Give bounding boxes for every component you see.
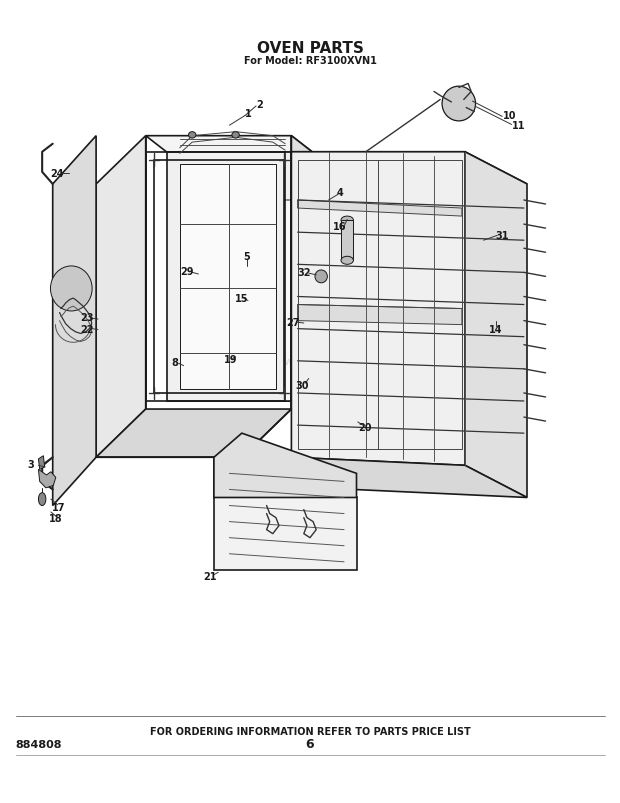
Text: 32: 32 <box>297 268 311 278</box>
Text: 14: 14 <box>489 324 503 334</box>
Text: 19: 19 <box>224 355 237 365</box>
Polygon shape <box>180 165 276 389</box>
Text: 22: 22 <box>80 324 94 334</box>
Ellipse shape <box>315 271 327 283</box>
Text: 24: 24 <box>50 169 64 178</box>
Text: 4: 4 <box>337 188 343 198</box>
Polygon shape <box>38 470 56 488</box>
Text: 3: 3 <box>28 459 34 469</box>
Polygon shape <box>341 221 353 261</box>
Polygon shape <box>146 137 353 185</box>
Polygon shape <box>291 153 465 466</box>
Ellipse shape <box>341 257 353 265</box>
Text: 20: 20 <box>358 422 371 432</box>
Polygon shape <box>167 153 291 402</box>
Ellipse shape <box>188 132 196 139</box>
Text: 15: 15 <box>235 294 249 304</box>
Polygon shape <box>465 153 527 498</box>
Polygon shape <box>298 201 462 217</box>
Polygon shape <box>214 434 356 498</box>
Polygon shape <box>167 153 285 402</box>
Polygon shape <box>38 456 45 470</box>
Text: replaceswiththeparts.com: replaceswiththeparts.com <box>237 357 383 366</box>
Ellipse shape <box>232 132 239 139</box>
Polygon shape <box>291 153 527 185</box>
Polygon shape <box>291 458 527 498</box>
Ellipse shape <box>50 267 92 312</box>
Text: 5: 5 <box>244 252 250 262</box>
Text: 8: 8 <box>171 358 179 368</box>
Text: 30: 30 <box>296 381 309 390</box>
Text: 10: 10 <box>503 111 516 120</box>
Ellipse shape <box>38 493 46 506</box>
Text: For Model: RF3100XVN1: For Model: RF3100XVN1 <box>244 56 376 66</box>
Ellipse shape <box>341 217 353 225</box>
Text: 29: 29 <box>180 267 194 276</box>
Text: 2: 2 <box>256 100 262 109</box>
Text: FOR ORDERING INFORMATION REFER TO PARTS PRICE LIST: FOR ORDERING INFORMATION REFER TO PARTS … <box>149 726 471 736</box>
Text: 1: 1 <box>245 109 251 119</box>
Text: 23: 23 <box>80 313 94 323</box>
Text: 27: 27 <box>286 318 299 328</box>
Polygon shape <box>298 305 462 325</box>
Polygon shape <box>167 153 353 201</box>
Text: 6: 6 <box>306 737 314 750</box>
Polygon shape <box>214 458 356 570</box>
Text: 884808: 884808 <box>16 739 62 748</box>
Text: 17: 17 <box>52 503 66 512</box>
Text: 11: 11 <box>512 121 525 131</box>
Polygon shape <box>96 410 291 458</box>
Polygon shape <box>291 137 353 458</box>
Text: 16: 16 <box>333 222 347 231</box>
Polygon shape <box>53 137 96 506</box>
Text: 31: 31 <box>495 231 509 241</box>
Polygon shape <box>96 137 146 458</box>
Text: 18: 18 <box>49 514 63 524</box>
Ellipse shape <box>442 87 476 122</box>
Text: OVEN PARTS: OVEN PARTS <box>257 41 363 55</box>
Text: 21: 21 <box>203 572 216 581</box>
